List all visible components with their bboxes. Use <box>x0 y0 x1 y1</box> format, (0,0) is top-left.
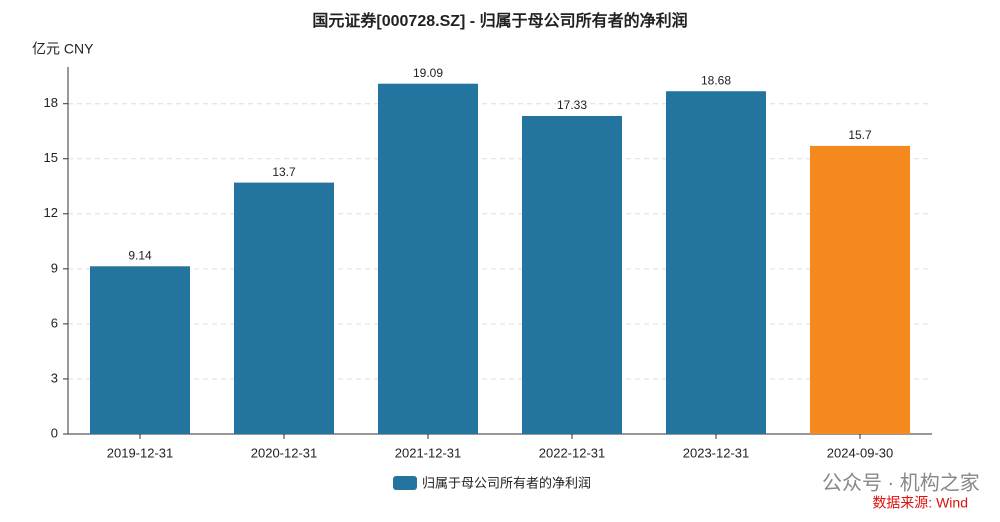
y-axis-label: 亿元 CNY <box>32 41 94 57</box>
x-tick-label: 2022-12-31 <box>539 445 606 460</box>
y-tick-label: 0 <box>51 425 58 440</box>
chart-title: 国元证券[000728.SZ] - 归属于母公司所有者的净利润 <box>312 11 687 30</box>
y-tick-label: 18 <box>44 95 58 110</box>
value-label: 15.7 <box>848 128 872 142</box>
bar <box>666 91 766 435</box>
bar <box>522 115 622 434</box>
bar <box>90 266 190 434</box>
y-tick-label: 9 <box>51 260 58 275</box>
y-tick-label: 3 <box>51 370 58 385</box>
watermark: 公众号 · 机构之家 <box>822 471 980 494</box>
value-label: 13.7 <box>272 165 296 179</box>
y-tick-label: 12 <box>44 205 58 220</box>
bar <box>810 145 910 434</box>
bar <box>234 182 334 434</box>
x-tick-label: 2020-12-31 <box>251 445 318 460</box>
value-label: 17.33 <box>557 98 587 112</box>
y-tick-label: 15 <box>44 150 58 165</box>
value-label: 9.14 <box>128 248 152 262</box>
y-tick-label: 6 <box>51 315 58 330</box>
source: 数据来源: Wind <box>872 495 968 511</box>
legend-label: 归属于母公司所有者的净利润 <box>422 475 591 490</box>
x-tick-label: 2021-12-31 <box>395 445 462 460</box>
value-label: 18.68 <box>701 73 731 87</box>
bar <box>378 83 478 435</box>
legend-swatch <box>393 476 417 490</box>
x-tick-label: 2019-12-31 <box>107 445 174 460</box>
value-label: 19.09 <box>413 66 443 80</box>
x-tick-label: 2024-09-30 <box>827 445 894 460</box>
x-tick-label: 2023-12-31 <box>683 445 750 460</box>
